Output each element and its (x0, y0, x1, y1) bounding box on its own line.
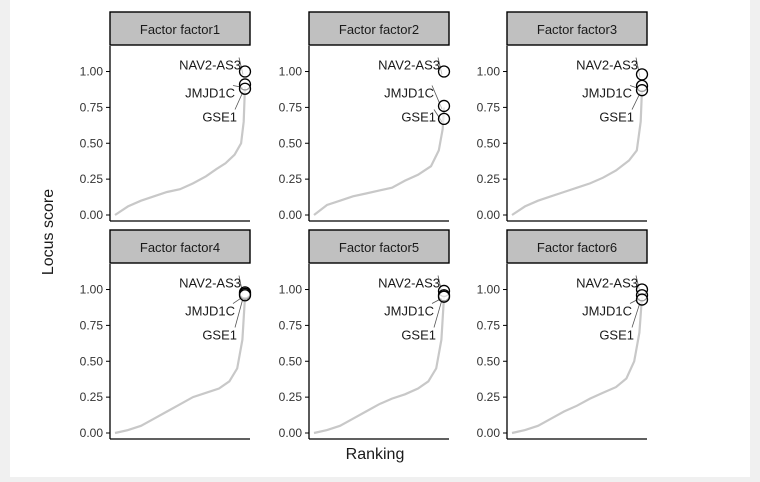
y-tick-label: 1.00 (477, 65, 501, 79)
y-axis-label: Locus score (40, 189, 57, 275)
point-label: NAV2-AS3 (179, 276, 241, 291)
highlight-point (437, 99, 451, 113)
facet-strip-label: Factor factor2 (339, 22, 419, 37)
y-tick-label: 0.50 (279, 136, 303, 150)
point-label: NAV2-AS3 (378, 276, 440, 291)
y-tick-label: 0.75 (477, 318, 501, 332)
facet-strip (109, 11, 251, 46)
y-tick-label: 0.75 (279, 318, 303, 332)
y-tick-label: 0.00 (80, 208, 104, 222)
highlight-point (238, 289, 252, 302)
point-label: NAV2-AS3 (179, 58, 241, 73)
facet-strip (308, 11, 450, 46)
point-label: GSE1 (401, 110, 436, 125)
highlight-point (437, 290, 451, 303)
point-label: JMJD1C (582, 304, 632, 319)
facet-panel-5: Factor factor5 0.00 0.25 0.50 0.75 1.00 NAV2-A… (279, 229, 451, 440)
score-curve (313, 296, 446, 435)
score-curve (511, 88, 644, 216)
y-tick-label: 0.00 (279, 426, 303, 440)
y-tick-label: 0.00 (477, 208, 501, 222)
facet-strip (109, 229, 251, 264)
y-tick-label: 0.00 (80, 426, 104, 440)
point-label: GSE1 (401, 328, 436, 343)
highlight-point (635, 293, 649, 306)
facet-strip (506, 229, 648, 264)
y-tick-label: 0.00 (279, 208, 303, 222)
point-label: JMJD1C (185, 86, 235, 101)
y-tick-label: 0.75 (477, 100, 501, 114)
score-curve (313, 107, 446, 216)
highlight-point (437, 112, 451, 126)
y-tick-label: 0.50 (80, 354, 104, 368)
leader-line (433, 299, 443, 328)
point-label: JMJD1C (582, 86, 632, 101)
point-label: GSE1 (599, 110, 634, 125)
point-label: JMJD1C (185, 304, 235, 319)
y-tick-label: 0.25 (477, 390, 501, 404)
y-tick-label: 0.00 (477, 426, 501, 440)
y-tick-label: 0.75 (80, 318, 104, 332)
point-label: NAV2-AS3 (378, 58, 440, 73)
y-tick-label: 0.25 (477, 172, 501, 186)
y-tick-label: 0.50 (477, 354, 501, 368)
leader-line (631, 302, 641, 328)
facet-panel-2: Factor factor2 0.00 0.25 0.50 0.75 1.00 NAV2-A… (279, 11, 451, 222)
y-tick-label: 1.00 (80, 283, 104, 297)
y-tick-label: 0.50 (80, 136, 104, 150)
y-tick-label: 0.25 (80, 172, 104, 186)
facet-panel-6: Factor factor6 0.00 0.25 0.50 0.75 1.00 NAV2-A… (477, 229, 649, 440)
point-label: GSE1 (599, 328, 634, 343)
highlight-point (238, 82, 252, 95)
y-tick-label: 1.00 (477, 283, 501, 297)
y-tick-label: 1.00 (279, 283, 303, 297)
point-label: GSE1 (202, 110, 237, 125)
facet-strip-label: Factor factor3 (537, 22, 617, 37)
facet-strip-label: Factor factor6 (537, 240, 617, 255)
facet-panels: Factor factor1 0.00 0.25 0.50 0.75 1.00 NAV2-A… (80, 11, 649, 440)
facet-panel-4: Factor factor4 0.00 0.25 0.50 0.75 1.00 NAV2-A… (80, 229, 252, 440)
score-curve (114, 296, 247, 435)
facet-strip (506, 11, 648, 46)
leader-line (234, 91, 244, 110)
facet-strip (308, 229, 450, 264)
score-curve (114, 85, 247, 216)
score-curve (511, 296, 644, 435)
facet-strip-label: Factor factor4 (140, 240, 220, 255)
leader-line (631, 92, 641, 110)
point-label: GSE1 (202, 328, 237, 343)
y-tick-label: 0.75 (279, 100, 303, 114)
highlight-point (635, 84, 649, 97)
point-label: NAV2-AS3 (576, 276, 638, 291)
highlight-point (238, 65, 252, 78)
y-tick-label: 1.00 (279, 65, 303, 79)
highlight-point (437, 65, 451, 78)
facet-panel-1: Factor factor1 0.00 0.25 0.50 0.75 1.00 NAV2-A… (80, 11, 252, 222)
y-tick-label: 1.00 (80, 65, 104, 79)
facet-strip-label: Factor factor5 (339, 240, 419, 255)
point-label: JMJD1C (384, 86, 434, 101)
y-tick-label: 0.75 (80, 100, 104, 114)
facet-panel-3: Factor factor3 0.00 0.25 0.50 0.75 1.00 NAV2-A… (477, 11, 649, 222)
y-tick-label: 0.25 (80, 390, 104, 404)
y-tick-label: 0.50 (279, 354, 303, 368)
point-label: NAV2-AS3 (576, 58, 638, 73)
facet-strip-label: Factor factor1 (140, 22, 220, 37)
y-tick-label: 0.50 (477, 136, 501, 150)
x-axis-label: Ranking (346, 446, 405, 463)
y-tick-label: 0.25 (279, 390, 303, 404)
y-tick-label: 0.25 (279, 172, 303, 186)
leader-line (234, 298, 244, 328)
point-label: JMJD1C (384, 304, 434, 319)
